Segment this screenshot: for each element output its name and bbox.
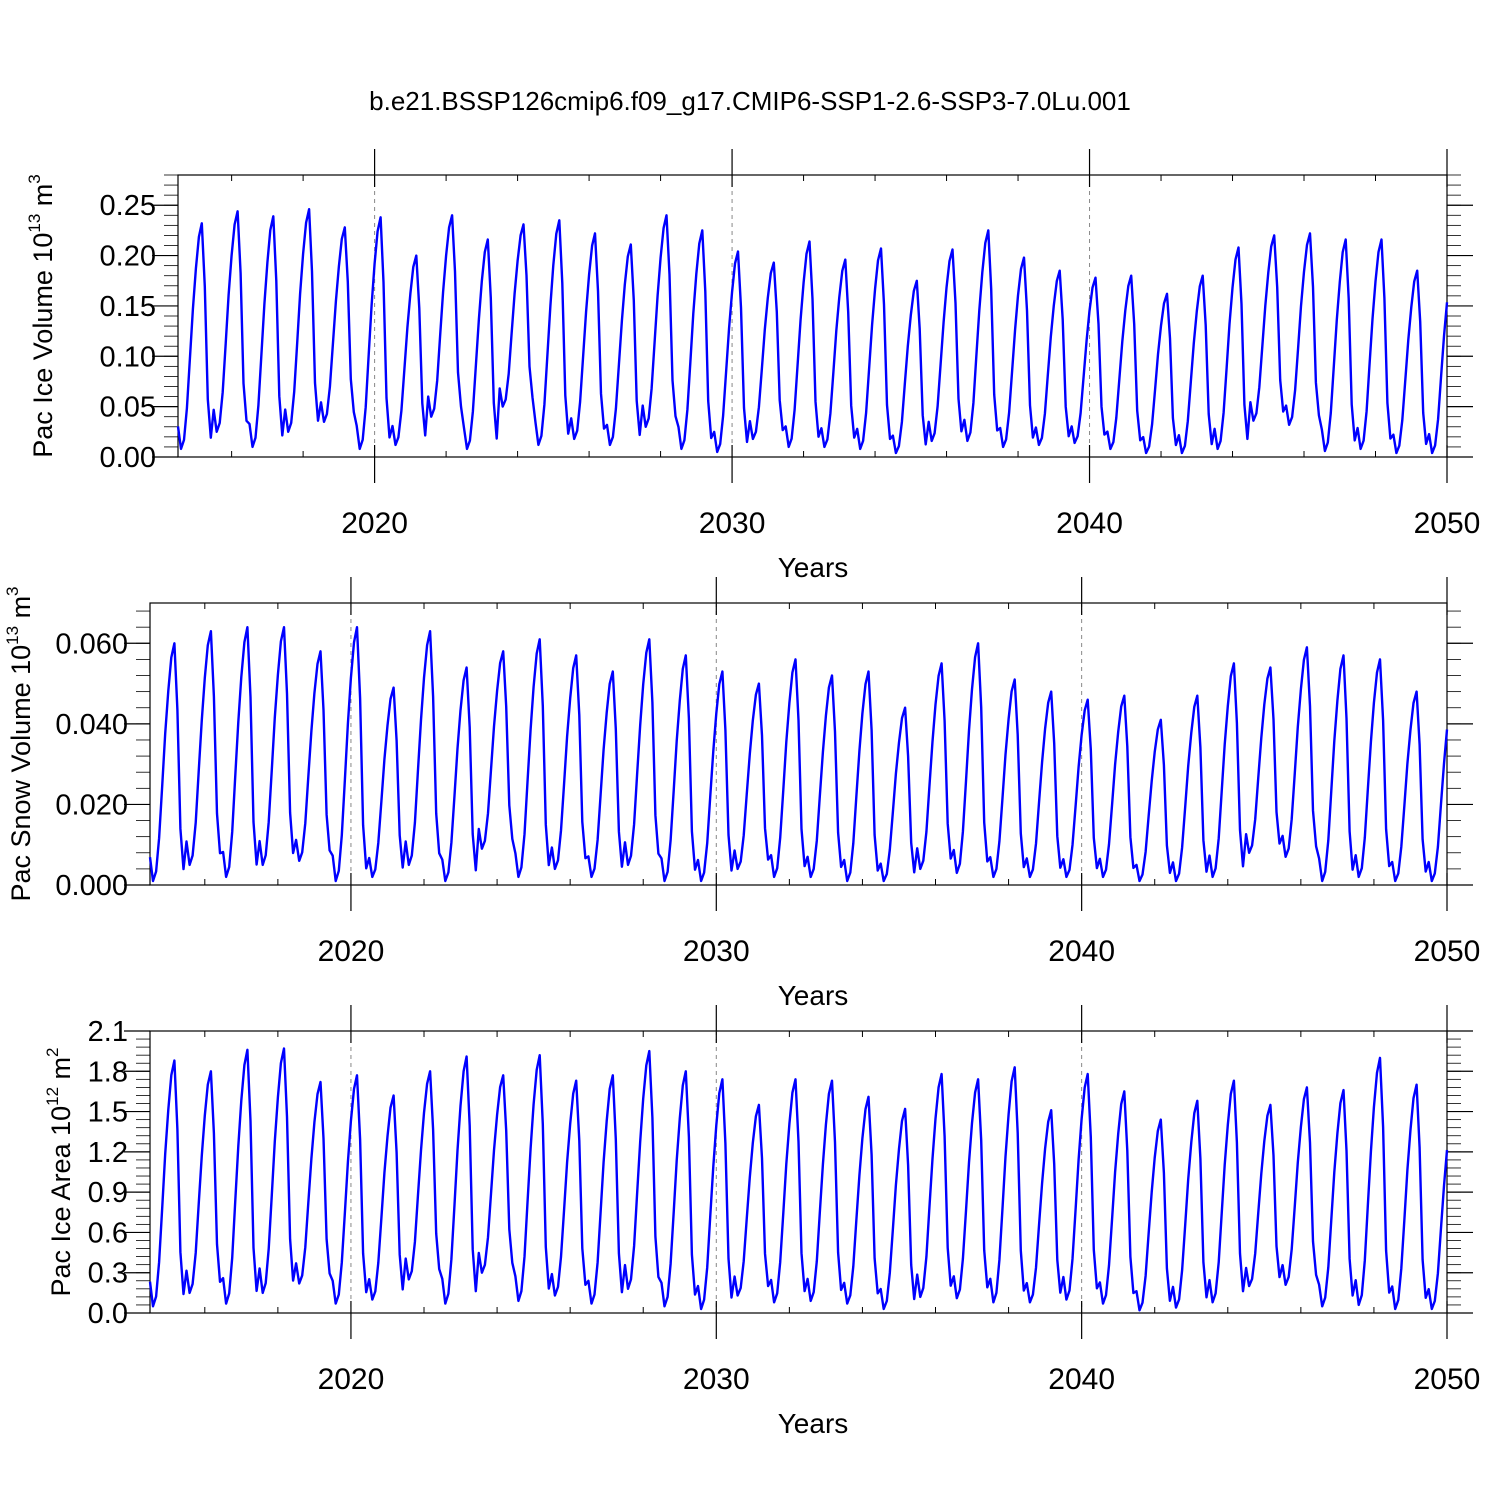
y-tick-label: 1.2 xyxy=(88,1137,128,1169)
x-tick-label: 2050 xyxy=(1414,1363,1481,1396)
panel-1: 2020 2030 2040 2050 0.00 0.05 0.10 0.15 0.20 0.25… xyxy=(25,149,1480,583)
panel-3: 2020 2030 2040 2050 0.0 0.3 0.6 0.9 1.2 1.5 1.8 2.1… xyxy=(43,1005,1480,1439)
y-tick-label: 1.5 xyxy=(88,1097,128,1129)
y-axis-label-part: 2 xyxy=(43,1047,62,1056)
y-axis-label-part: Pac Ice Area 10 xyxy=(46,1106,76,1297)
x-tick-label: 2020 xyxy=(318,1363,385,1396)
x-tick-label: 2040 xyxy=(1048,1363,1115,1396)
y-axis-label-part: 3 xyxy=(3,586,22,595)
y-axis-label-part: m xyxy=(46,1057,76,1087)
y-tick-label: 0.3 xyxy=(88,1258,128,1290)
y-tick-label: 0.060 xyxy=(55,628,128,660)
y-axis-label-part: m xyxy=(6,596,36,626)
y-axis-label-part: 12 xyxy=(43,1087,62,1106)
series-line xyxy=(176,207,1449,455)
y-tick-label: 0.20 xyxy=(100,241,156,273)
y-tick-label: 0.15 xyxy=(100,291,156,323)
y-tick-label: 0.0 xyxy=(88,1298,128,1330)
y-tick-label: 0.9 xyxy=(88,1177,128,1209)
x-tick-label: 2020 xyxy=(341,507,408,540)
x-tick-label: 2040 xyxy=(1048,935,1115,968)
y-axis-label: Pac Ice Volume 1013 m3 xyxy=(25,174,58,458)
y-tick-label: 0.00 xyxy=(100,442,156,474)
x-tick-label: 2030 xyxy=(683,1363,750,1396)
x-axis-label: Years xyxy=(778,1408,849,1439)
x-tick-label: 2030 xyxy=(699,507,766,540)
x-tick-label: 2050 xyxy=(1414,935,1481,968)
x-tick-label: 2020 xyxy=(318,935,385,968)
x-axis-label: Years xyxy=(778,552,849,583)
y-axis-label-part: m xyxy=(28,184,58,214)
y-axis-label-part: 13 xyxy=(3,626,22,645)
y-axis-label-part: Pac Ice Volume 10 xyxy=(28,233,58,458)
y-axis-label-part: 3 xyxy=(25,174,44,183)
y-axis-label: Pac Snow Volume 1013 m3 xyxy=(3,586,36,901)
y-tick-label: 0.040 xyxy=(55,709,128,741)
y-tick-label: 0.25 xyxy=(100,190,156,222)
y-tick-label: 0.10 xyxy=(100,341,156,373)
panel-2: 2020 2030 2040 2050 0.000 0.020 0.040 0.060 Year… xyxy=(3,577,1480,1011)
x-axis-label: Years xyxy=(778,980,849,1011)
plot-frame xyxy=(149,1030,1448,1314)
plot-frame xyxy=(149,602,1448,886)
y-tick-label: 2.1 xyxy=(88,1016,128,1048)
y-axis-label: Pac Ice Area 1012 m2 xyxy=(43,1047,76,1296)
y-tick-label: 1.8 xyxy=(88,1056,128,1088)
figure-title: b.e21.BSSP126cmip6.f09_g17.CMIP6-SSP1-2.… xyxy=(369,86,1131,116)
y-axis-label-part: 13 xyxy=(25,214,44,233)
y-tick-label: 0.05 xyxy=(100,392,156,424)
x-tick-label: 2040 xyxy=(1056,507,1123,540)
y-tick-label: 0.000 xyxy=(55,870,128,902)
y-tick-label: 0.020 xyxy=(55,789,128,821)
x-tick-label: 2050 xyxy=(1414,507,1481,540)
y-axis-label-part: Pac Snow Volume 10 xyxy=(6,645,36,902)
series-line xyxy=(148,626,1449,883)
y-tick-label: 0.6 xyxy=(88,1217,128,1249)
x-tick-label: 2030 xyxy=(683,935,750,968)
series-line xyxy=(148,1047,1449,1312)
